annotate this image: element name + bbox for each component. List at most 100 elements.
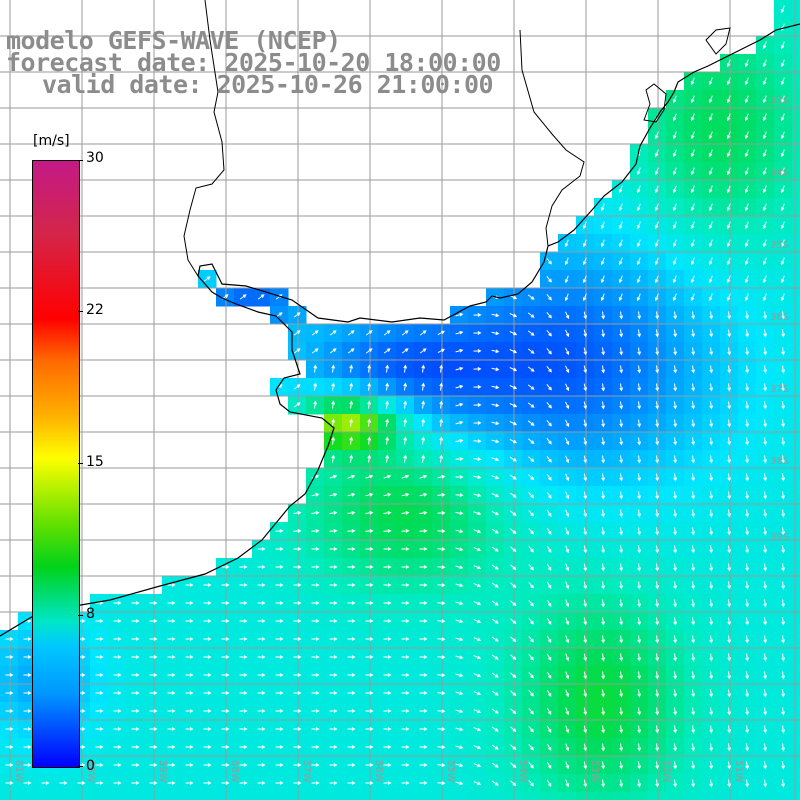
wind-vector-arrow <box>727 509 732 518</box>
wind-vector-arrow <box>149 781 158 785</box>
wind-vector-arrow <box>439 382 444 391</box>
wind-speed-cell <box>234 792 253 800</box>
wind-vector-arrow <box>509 474 517 480</box>
wind-vector-arrow <box>455 312 464 317</box>
wind-vector-arrow <box>473 475 482 480</box>
wind-vector-arrow <box>745 455 750 464</box>
wind-vector-arrow <box>708 293 713 302</box>
border-line <box>183 0 225 277</box>
wind-vector-arrow <box>565 635 570 644</box>
wind-vector-arrow <box>491 510 500 516</box>
wind-vector-arrow <box>509 331 518 336</box>
wind-vector-arrow <box>655 401 660 410</box>
wind-vector-arrow <box>546 419 552 427</box>
wind-vector-arrow <box>745 509 750 518</box>
wind-vector-arrow <box>527 438 535 444</box>
wind-vector-arrow <box>726 131 731 140</box>
wind-vector-arrow <box>637 725 642 734</box>
wind-vector-arrow <box>690 185 695 194</box>
wind-vector-arrow <box>293 547 302 551</box>
wind-vector-arrow <box>437 511 446 515</box>
wind-vector-arrow <box>762 41 767 50</box>
wind-vector-arrow <box>619 527 624 536</box>
wind-vector-arrow <box>709 617 714 626</box>
wind-vector-arrow <box>203 691 212 695</box>
wind-vector-arrow <box>546 743 552 751</box>
wind-vector-arrow <box>637 509 642 518</box>
wind-vector-arrow <box>491 690 499 696</box>
wind-vector-arrow <box>383 637 392 641</box>
wind-vector-arrow <box>437 474 446 479</box>
coastline-path <box>0 23 800 637</box>
wind-speed-cell <box>792 648 800 667</box>
wind-vector-arrow <box>257 691 266 695</box>
wind-vector-arrow <box>510 780 517 787</box>
wind-vector-arrow <box>744 77 749 86</box>
wind-vector-arrow <box>690 293 695 302</box>
wind-vector-arrow <box>113 601 122 605</box>
wind-vector-arrow <box>113 637 122 641</box>
wind-vector-arrow <box>491 546 499 552</box>
wind-vector-arrow <box>437 330 446 336</box>
wind-vector-arrow <box>672 149 677 158</box>
wind-vector-arrow <box>781 347 786 356</box>
wind-vector-arrow <box>365 583 374 587</box>
wind-vector-arrow <box>221 565 230 569</box>
wind-speed-cell <box>414 792 433 800</box>
wind-vector-arrow <box>149 763 158 767</box>
wind-vector-arrow <box>564 293 569 302</box>
wind-vector-arrow <box>95 781 104 785</box>
longitude-label: 54W <box>517 760 528 783</box>
wind-vector-arrow <box>727 419 732 428</box>
wind-speed-cell <box>108 792 127 800</box>
wind-vector-arrow <box>491 726 499 732</box>
wind-vector-arrow <box>473 547 482 552</box>
wind-speed-cell <box>468 792 487 800</box>
wind-vector-arrow <box>709 527 714 536</box>
wind-vector-arrow <box>781 545 786 554</box>
wind-vector-arrow <box>655 761 660 770</box>
wind-speed-cell <box>126 792 145 800</box>
wind-vector-arrow <box>239 727 248 731</box>
wind-speed-cell <box>684 792 703 800</box>
wind-vector-arrow <box>727 581 732 590</box>
wind-speed-cell <box>792 360 800 379</box>
wind-vector-arrow <box>763 635 768 644</box>
wind-vector-arrow <box>5 691 14 695</box>
wind-speed-cell <box>792 162 800 181</box>
wind-vector-arrow <box>636 257 641 266</box>
wind-vector-arrow <box>383 601 392 605</box>
wind-vector-arrow <box>763 347 768 356</box>
wind-vector-arrow <box>528 492 535 499</box>
wind-vector-arrow <box>690 149 695 158</box>
wind-vector-arrow <box>221 691 230 695</box>
wind-vector-arrow <box>654 275 659 284</box>
wind-vector-arrow <box>637 311 642 320</box>
wind-vector-arrow <box>637 419 642 428</box>
wind-vector-arrow <box>708 275 713 284</box>
wind-vector-arrow <box>528 707 534 715</box>
wind-vector-arrow <box>727 563 732 572</box>
wind-vector-arrow <box>509 456 517 462</box>
wind-vector-arrow <box>95 637 104 641</box>
wind-vector-arrow <box>745 599 750 608</box>
wind-vector-arrow <box>293 384 301 390</box>
wind-vector-arrow <box>365 348 373 354</box>
wind-vector-arrow <box>239 637 248 641</box>
wind-vector-arrow <box>763 599 768 608</box>
wind-vector-arrow <box>528 635 534 643</box>
wind-vector-arrow <box>455 565 464 570</box>
wind-vector-arrow <box>781 329 786 338</box>
wind-vector-arrow <box>619 617 624 626</box>
wind-vector-arrow <box>437 619 446 623</box>
wind-vector-arrow <box>185 601 194 605</box>
wind-vector-arrow <box>708 167 713 176</box>
wind-vector-arrow <box>437 763 446 767</box>
wind-vector-arrow <box>673 455 678 464</box>
wind-vector-arrow <box>401 511 410 515</box>
wind-vector-arrow <box>727 365 732 374</box>
wind-vector-arrow <box>510 564 517 571</box>
wind-vector-arrow <box>491 457 500 462</box>
wind-vector-arrow <box>564 257 569 266</box>
wind-vector-arrow <box>365 511 374 515</box>
